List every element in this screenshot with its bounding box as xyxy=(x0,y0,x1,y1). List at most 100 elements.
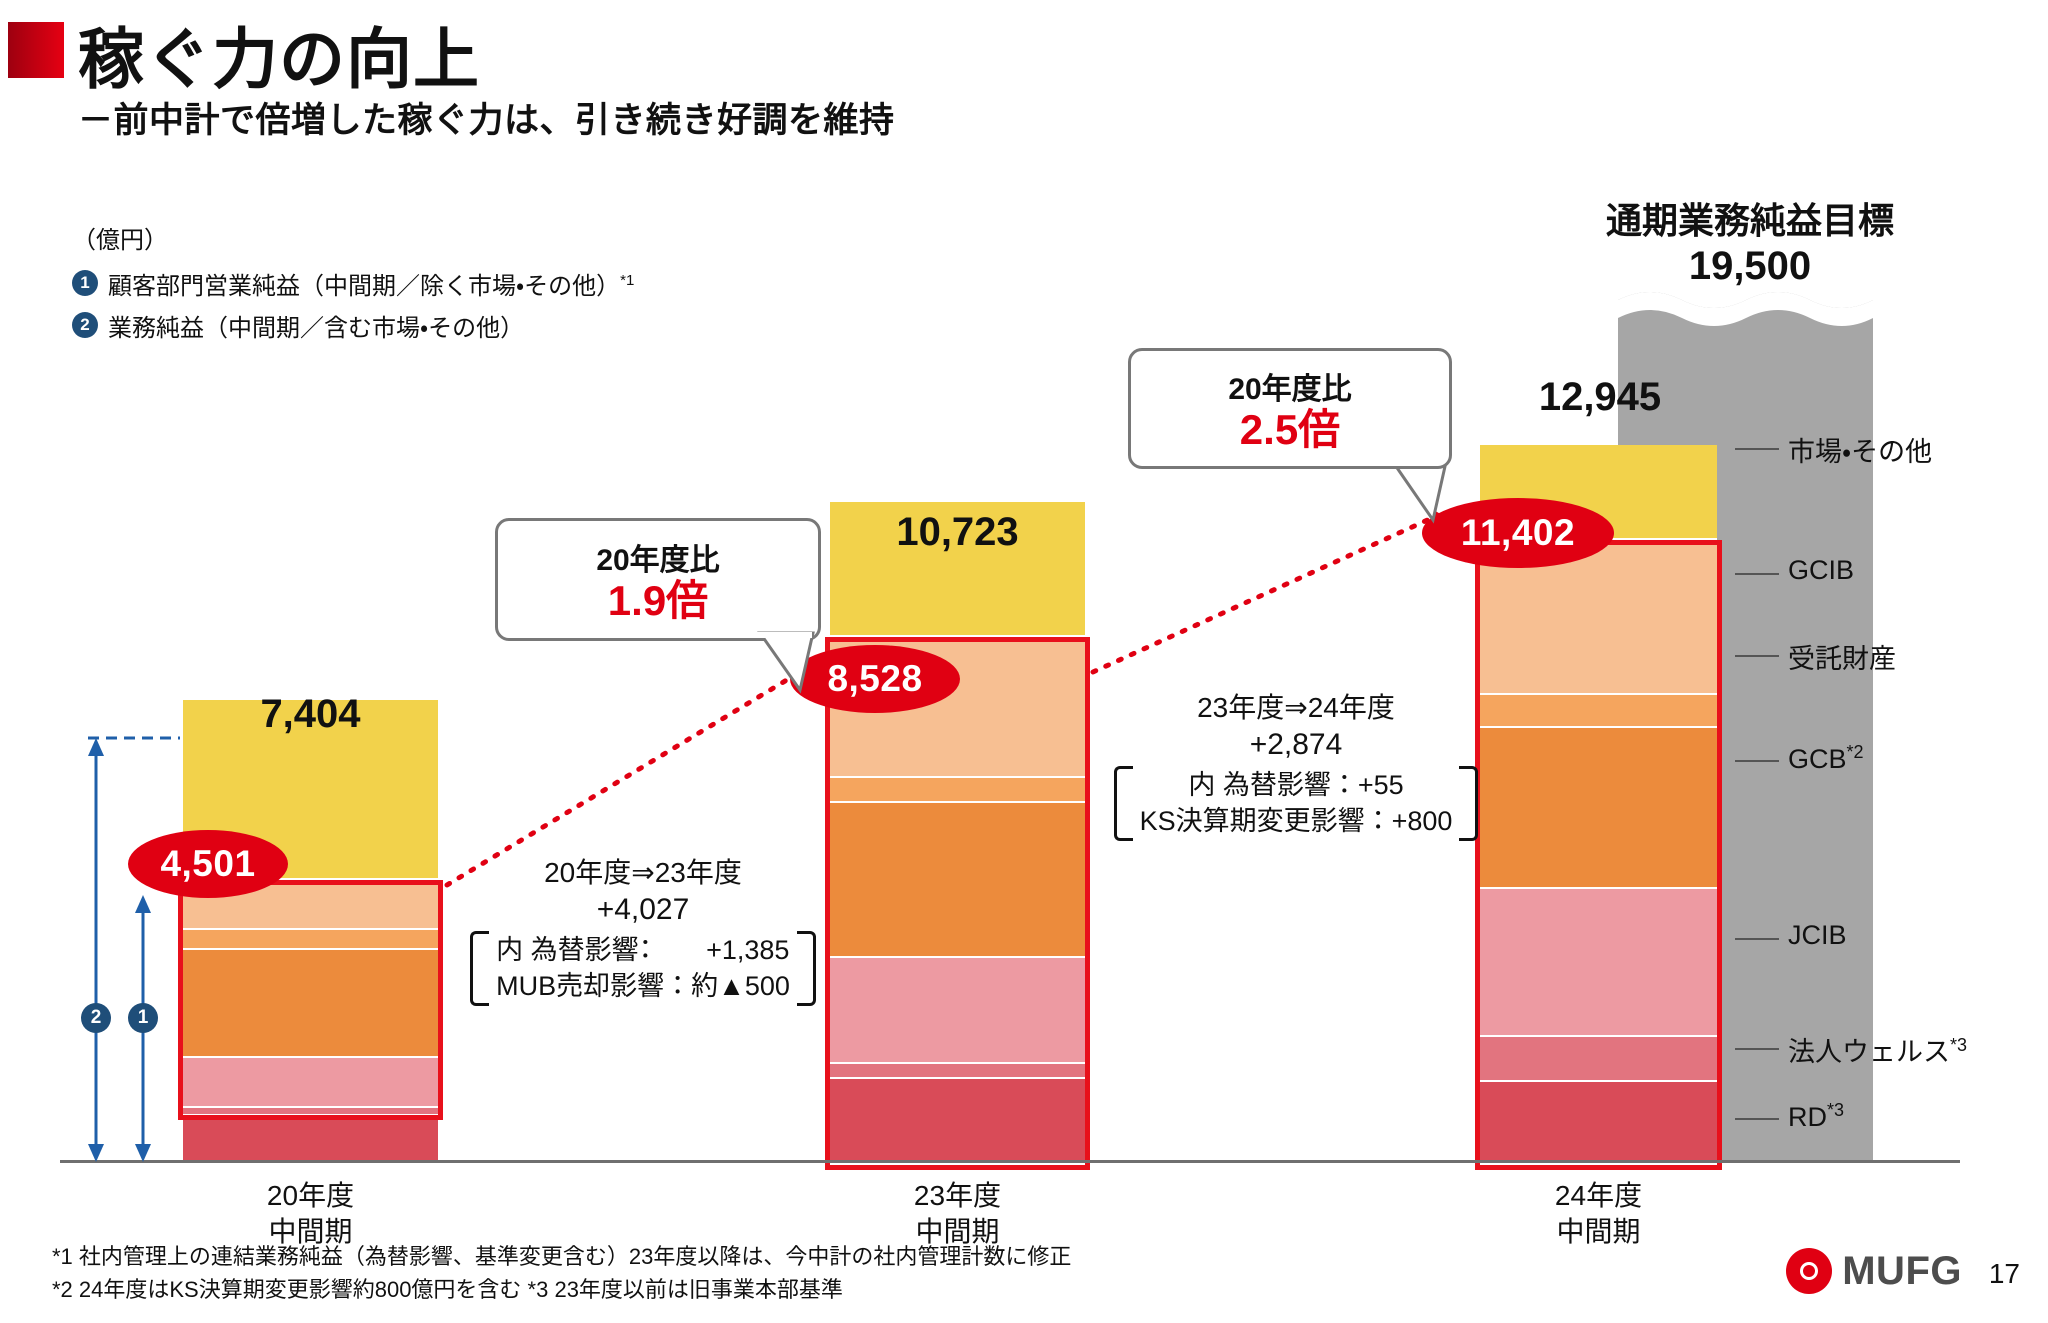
category-label-rd: RD*3 xyxy=(1788,1100,1844,1133)
category-label-corporate-wealth-note: *3 xyxy=(1950,1035,1968,1055)
category-label-gcib-text: GCIB xyxy=(1788,555,1855,585)
x-axis-line xyxy=(60,1160,1960,1163)
category-label-jcib: JCIB xyxy=(1788,920,1847,951)
category-label-market-other: 市場・その他 xyxy=(1788,430,1932,469)
full-year-target-header: 通期業務純益目標 19,500 xyxy=(1565,192,1935,289)
customer-total-ellipse-fy23: 8,528 xyxy=(790,645,960,713)
x-tick-line2-fy24: 中間期 xyxy=(1556,1215,1641,1247)
x-tick-line2-fy23: 中間期 xyxy=(915,1215,1000,1247)
category-label-gcb-text: GCB xyxy=(1788,744,1847,774)
footnote-2: *2 24年度はKS決算期変更影響約800億円を含む *3 23年度以前は旧事業… xyxy=(52,1277,843,1302)
footnotes: *1 社内管理上の連結業務純益（為替影響、基準変更含む）23年度以降は、今中計の… xyxy=(52,1240,1071,1306)
leader-line-jcib xyxy=(1735,938,1779,940)
delta-2-breakdown: 内 為替影響：+55 KS決算期変更影響：+800 xyxy=(1113,765,1479,842)
bar-fy24 xyxy=(1475,445,1722,1170)
mufg-logo: MUFG xyxy=(1786,1248,1962,1294)
full-year-target-label: 通期業務純益目標 xyxy=(1605,200,1894,241)
category-label-jcib-text: JCIB xyxy=(1788,920,1847,950)
callout-ratio-fy24-line1: 20年度比 xyxy=(1228,373,1352,407)
x-tick-label-fy20: 20年度 中間期 xyxy=(183,1178,438,1250)
category-label-rd-note: *3 xyxy=(1827,1100,1845,1120)
mufg-logo-ring xyxy=(1800,1262,1819,1280)
unit-label: （億円） xyxy=(72,227,168,254)
legend-text-1: 顧客部門営業純益（中間期／除く市場・その他） xyxy=(108,272,621,300)
delta-2-breakdown-row2: KS決算期変更影響：+800 xyxy=(1139,805,1453,836)
callout-ratio-fy23-line2: 1.9倍 xyxy=(607,577,709,625)
segment-trust-assets-fy24 xyxy=(1480,695,1717,728)
segment-gcb-fy24 xyxy=(1480,728,1717,889)
category-label-market-other-text: 市場・その他 xyxy=(1788,437,1933,467)
leader-line-gcib xyxy=(1735,573,1779,575)
x-tick-line1-fy23: 23年度 xyxy=(913,1180,1002,1211)
customer-total-ellipse-fy20: 4,501 xyxy=(128,830,288,898)
segment-trust-assets-fy23 xyxy=(830,778,1085,803)
measure-badge-2-icon: 2 xyxy=(81,1003,111,1033)
legend: 1 顧客部門営業純益（中間期／除く市場・その他）*1 2 業務純益（中間期／含む… xyxy=(72,262,634,346)
category-label-corporate-wealth: 法人ウェルス*3 xyxy=(1788,1030,1967,1069)
segment-jcib-fy23 xyxy=(830,958,1085,1064)
x-tick-line1-fy20: 20年度 xyxy=(266,1180,355,1211)
x-tick-label-fy23: 23年度 中間期 xyxy=(830,1178,1085,1250)
delta-1-amount: +4,027 xyxy=(596,893,690,927)
callout-ratio-fy24: 20年度比 2.5倍 xyxy=(1128,348,1452,469)
leader-line-corporate-wealth xyxy=(1735,1048,1779,1050)
page-number: 17 xyxy=(1988,1258,2020,1289)
delta-annotation-fy23-fy24: 23年度⇒24年度 +2,874 内 為替影響：+55 KS決算期変更影響：+8… xyxy=(1096,690,1496,842)
total-label-fy20: 7,404 xyxy=(260,692,361,736)
legend-note-1: *1 xyxy=(620,271,635,289)
leader-line-rd xyxy=(1735,1118,1779,1120)
category-label-corporate-wealth-text: 法人ウェルス xyxy=(1788,1037,1950,1067)
segment-trust-assets-fy20 xyxy=(183,930,438,950)
category-label-trust-assets-text: 受託財産 xyxy=(1788,644,1896,674)
segment-rd-fy23 xyxy=(830,1079,1085,1160)
mufg-logo-text: MUFG xyxy=(1842,1248,1962,1293)
segment-jcib-fy20 xyxy=(183,1058,438,1108)
segment-gcb-fy23 xyxy=(830,803,1085,958)
callout-ratio-fy23: 20年度比 1.9倍 xyxy=(495,518,821,641)
segment-rd-fy20 xyxy=(183,1116,438,1160)
segment-jcib-fy24 xyxy=(1480,889,1717,1037)
category-label-trust-assets: 受託財産 xyxy=(1788,637,1896,676)
delta-2-title: 23年度⇒24年度 xyxy=(1197,692,1395,723)
legend-label-2: 業務純益（中間期／含む市場・その他） xyxy=(108,314,525,342)
total-label-fy24: 12,945 xyxy=(1538,375,1662,419)
delta-1-breakdown: 内 為替影響： +1,385 MUB売却影響：約▲500 xyxy=(470,930,816,1007)
delta-2-amount: +2,874 xyxy=(1249,728,1343,762)
segment-market-other-fy23 xyxy=(830,502,1085,637)
legend-item-2: 2 業務純益（中間期／含む市場・その他） xyxy=(72,304,634,346)
measure-badge-1-icon: 1 xyxy=(128,1003,158,1033)
leader-line-market-other xyxy=(1735,448,1779,450)
delta-2-breakdown-row1: 内 為替影響：+55 xyxy=(1188,769,1404,800)
legend-badge-2-icon: 2 xyxy=(72,312,98,338)
bar-fy20 xyxy=(178,700,443,1160)
footnote-1: *1 社内管理上の連結業務純益（為替影響、基準変更含む）23年度以降は、今中計の… xyxy=(52,1244,1072,1269)
mufg-logo-dot xyxy=(1803,1265,1816,1277)
page-subtitle: －前中計で倍増した稼ぐ力は、引き続き好調を維持 xyxy=(78,101,895,140)
full-year-target-value: 19,500 xyxy=(1688,244,1812,288)
mufg-logo-icon xyxy=(1786,1248,1833,1294)
delta-1-title: 20年度⇒23年度 xyxy=(544,857,742,888)
total-label-fy23: 10,723 xyxy=(896,510,1019,554)
delta-annotation-fy20-fy23: 20年度⇒23年度 +4,027 内 為替影響： +1,385 MUB売却影響：… xyxy=(448,855,838,1007)
segment-gcb-fy20 xyxy=(183,950,438,1058)
category-label-gcb: GCB*2 xyxy=(1788,742,1864,775)
customer-total-ellipse-fy24: 11,402 xyxy=(1422,498,1614,568)
bar-fy23 xyxy=(825,502,1090,1170)
category-label-gcb-note: *2 xyxy=(1846,742,1864,762)
category-label-rd-text: RD xyxy=(1788,1102,1827,1132)
x-tick-label-fy24: 24年度 中間期 xyxy=(1480,1178,1717,1250)
leader-line-gcb xyxy=(1735,760,1779,762)
delta-1-breakdown-row2: MUB売却影響：約▲500 xyxy=(496,970,790,1001)
x-tick-line1-fy24: 24年度 xyxy=(1554,1180,1643,1211)
legend-label-1: 顧客部門営業純益（中間期／除く市場・その他）*1 xyxy=(108,266,634,301)
legend-item-1: 1 顧客部門営業純益（中間期／除く市場・その他）*1 xyxy=(72,262,634,304)
segment-corporate-wealth-fy20 xyxy=(183,1108,438,1116)
title-accent-mark xyxy=(8,22,64,78)
page-title: 稼ぐ力の向上 xyxy=(78,22,480,96)
category-label-gcib: GCIB xyxy=(1788,555,1854,586)
segment-corporate-wealth-fy23 xyxy=(830,1064,1085,1079)
x-tick-line2-fy20: 中間期 xyxy=(268,1215,353,1247)
segment-corporate-wealth-fy24 xyxy=(1480,1037,1717,1082)
legend-badge-1-icon: 1 xyxy=(72,270,98,296)
